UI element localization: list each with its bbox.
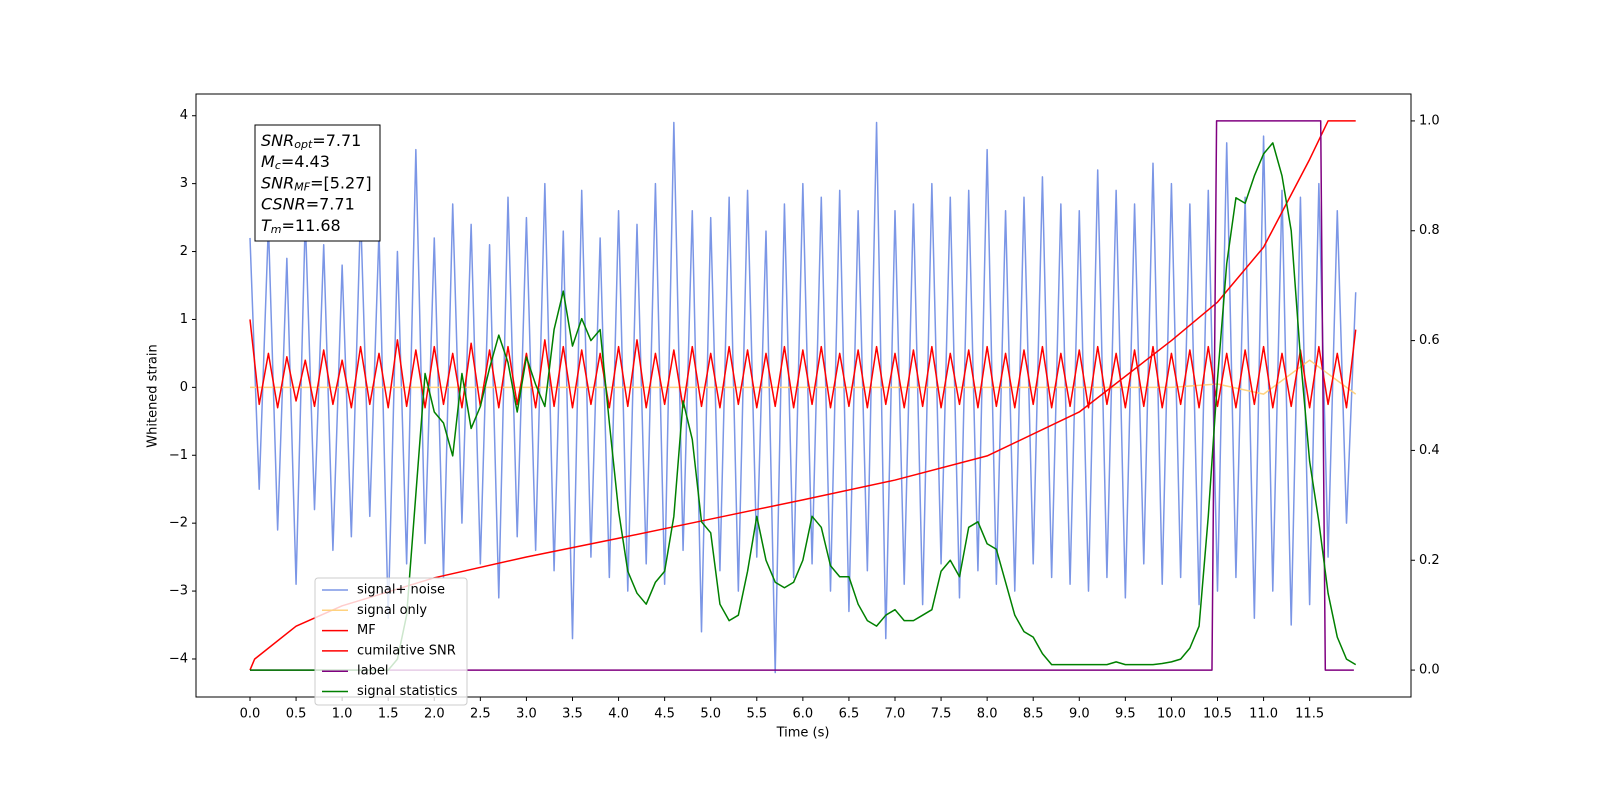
- x-tick-label: 11.0: [1249, 707, 1278, 722]
- legend-label: MF: [357, 623, 376, 638]
- annotation-sub: MF: [294, 180, 310, 193]
- x-tick-label: 2.5: [470, 707, 491, 722]
- y-tick-label: 2: [180, 244, 188, 259]
- legend-label: signal only: [357, 603, 427, 618]
- x-tick-label: 4.5: [654, 707, 675, 722]
- x-tick-label: 7.0: [885, 707, 906, 722]
- axes-frame: [195, 93, 1412, 698]
- series-line: [250, 359, 1357, 395]
- annotation-box: [254, 124, 381, 242]
- x-tick-label: 5.5: [746, 707, 767, 722]
- x-tick-label: 1.5: [378, 707, 399, 722]
- x-tick-label: 0.5: [286, 707, 307, 722]
- y2-tick-label: 0.4: [1419, 443, 1440, 458]
- annotation-value: =4.43: [281, 152, 330, 171]
- x-tick-label: 4.0: [608, 707, 629, 722]
- x-tick-label: 3.5: [562, 707, 583, 722]
- annotation-sub: opt: [294, 138, 313, 151]
- annotation: Mc=4.43: [261, 152, 330, 173]
- legend-box: [314, 577, 468, 706]
- y2-tick-label: 0.8: [1419, 223, 1440, 238]
- annotation-value: =7.71: [312, 131, 361, 150]
- y-tick-label: −2: [169, 516, 188, 531]
- x-tick-label: 3.0: [516, 707, 537, 722]
- series-line: [250, 142, 1357, 671]
- x-tick-label: 8.0: [977, 707, 998, 722]
- y2-tick-label: 0.6: [1419, 333, 1440, 348]
- x-axis-label: Time (s): [776, 726, 830, 741]
- y2-tick-label: 0.2: [1419, 553, 1440, 568]
- y-tick-label: −4: [169, 651, 188, 666]
- y2-tick-label: 0.0: [1419, 663, 1440, 678]
- annotation: CSNR=7.71: [261, 194, 355, 213]
- annotation-base: CSNR: [261, 194, 306, 213]
- series-line: [250, 120, 1354, 671]
- x-tick-label: 7.5: [931, 707, 952, 722]
- annotation: Tm=11.68: [261, 215, 341, 236]
- annotation-sub: m: [271, 223, 282, 236]
- y-tick-label: 1: [180, 312, 188, 327]
- series-line: [249, 319, 1357, 409]
- x-tick-label: 6.5: [839, 707, 860, 722]
- annotation-base: T: [261, 215, 272, 234]
- x-tick-label: 9.5: [1115, 707, 1136, 722]
- y-tick-label: −1: [169, 448, 188, 463]
- legend-label: signal statistics: [357, 684, 458, 699]
- legend-label: label: [357, 664, 388, 679]
- annotation: SNRMF=[5.27]: [261, 173, 372, 194]
- x-tick-label: 1.0: [332, 707, 353, 722]
- y-axis-label: Whitened strain: [146, 344, 161, 447]
- x-tick-label: 0.0: [240, 707, 261, 722]
- annotation-sub: c: [275, 159, 281, 172]
- y2-tick-label: 1.0: [1419, 113, 1440, 128]
- annotation: SNRopt=7.71: [261, 131, 361, 152]
- series-line: [249, 121, 1357, 674]
- legend-label: signal+ noise: [357, 583, 445, 598]
- x-tick-label: 2.0: [424, 707, 445, 722]
- x-tick-label: 8.5: [1023, 707, 1044, 722]
- x-tick-label: 5.0: [700, 707, 721, 722]
- legend-label: cumilative SNR: [357, 643, 456, 658]
- y-tick-label: 0: [180, 380, 188, 395]
- annotation-value: =11.68: [282, 215, 341, 234]
- y-tick-label: −3: [169, 584, 188, 599]
- x-tick-label: 10.0: [1157, 707, 1186, 722]
- x-tick-label: 9.0: [1069, 707, 1090, 722]
- x-tick-label: 10.5: [1203, 707, 1232, 722]
- x-tick-label: 6.0: [793, 707, 814, 722]
- annotation-base: M: [261, 152, 275, 171]
- annotation-value: =7.71: [306, 194, 355, 213]
- annotation-base: SNR: [261, 131, 294, 150]
- y-tick-label: 4: [180, 108, 188, 123]
- y-tick-label: 3: [180, 176, 188, 191]
- x-tick-label: 11.5: [1295, 707, 1324, 722]
- annotation-base: SNR: [261, 173, 294, 192]
- annotation-value: =[5.27]: [310, 173, 372, 192]
